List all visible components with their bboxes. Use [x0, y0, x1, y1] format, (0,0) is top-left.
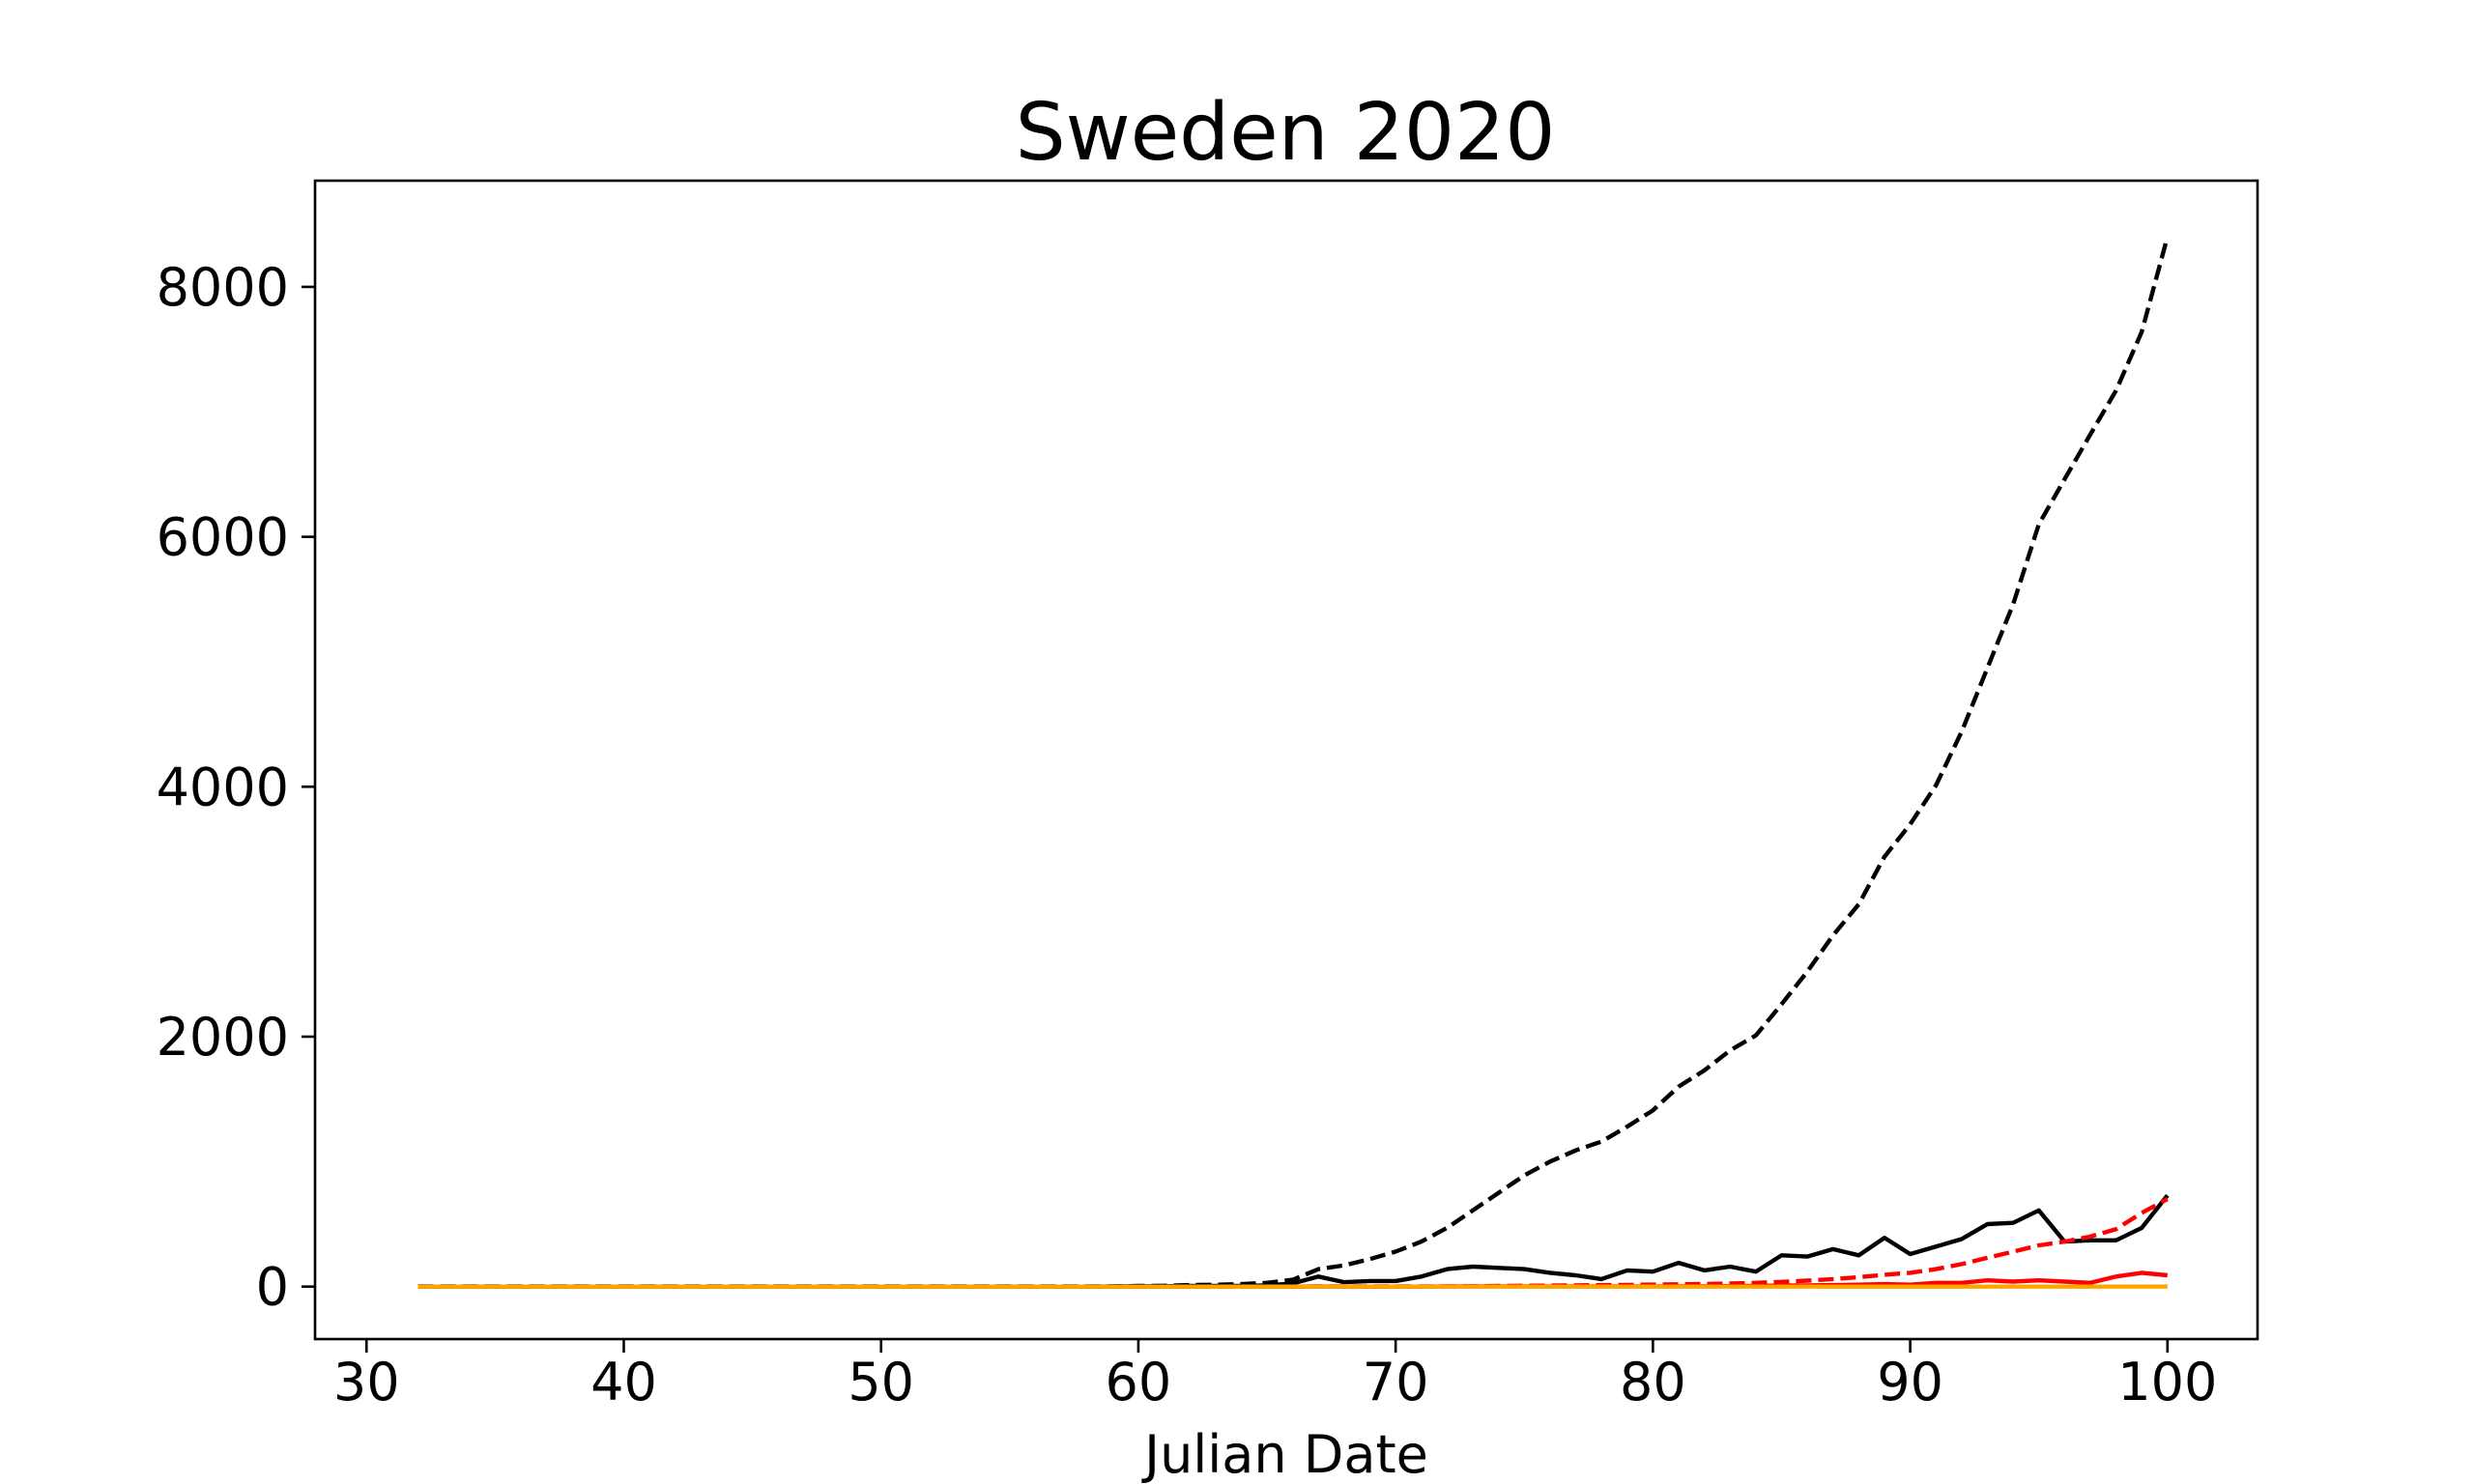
x-tick-label: 100 [2117, 1352, 2217, 1413]
x-tick-label: 30 [333, 1352, 400, 1413]
x-axis: 30 40 50 60 70 80 90 100 [333, 1339, 2217, 1413]
y-tick-label: 0 [256, 1257, 289, 1318]
series-line-2 [417, 1193, 2170, 1289]
x-tick-label: 80 [1620, 1352, 1686, 1413]
y-tick-label: 4000 [157, 756, 289, 817]
y-axis: 0 2000 4000 6000 8000 [157, 257, 315, 1318]
y-tick-label: 2000 [157, 1007, 289, 1068]
x-tick-label: 50 [848, 1352, 914, 1413]
x-tick-label: 60 [1106, 1352, 1172, 1413]
y-tick-label: 6000 [157, 507, 289, 568]
plot-frame [313, 179, 2259, 1341]
x-tick-label: 70 [1363, 1352, 1429, 1413]
series-line-3 [417, 1197, 2169, 1289]
x-tick-label: 40 [590, 1352, 657, 1413]
series-layer [417, 236, 2170, 1289]
chart-title: Sweden 2020 [1016, 87, 1556, 179]
x-tick-label: 90 [1877, 1352, 1943, 1413]
series-line-1 [417, 236, 2170, 1289]
x-axis-title: Julian Date [1141, 1424, 1428, 1484]
y-tick-label: 8000 [157, 257, 289, 318]
